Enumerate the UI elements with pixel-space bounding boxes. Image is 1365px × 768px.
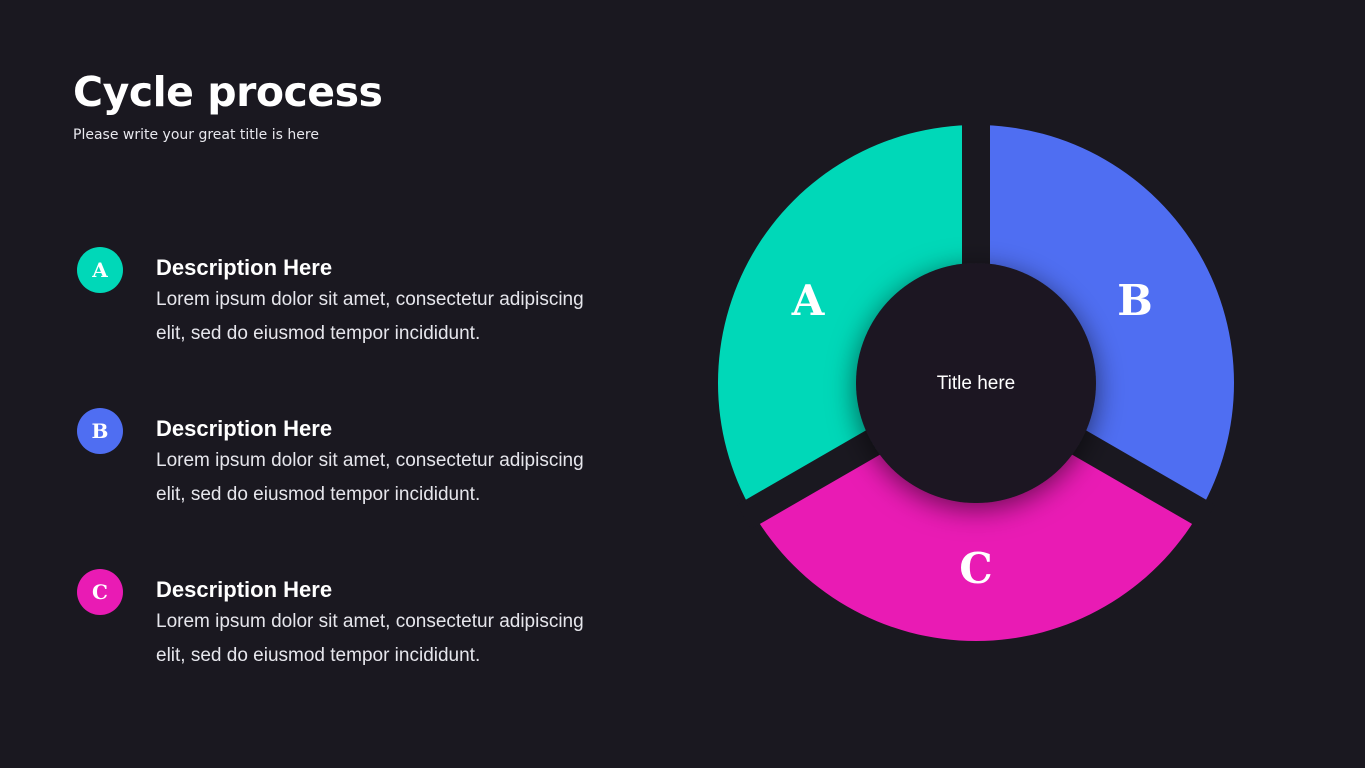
item-body: Lorem ipsum dolor sit amet, consectetur …	[156, 611, 584, 666]
badge-b: B	[77, 408, 123, 454]
segment-label-a: A	[791, 276, 826, 325]
item-heading: Description Here	[156, 255, 333, 280]
page-title: Cycle process	[73, 68, 383, 116]
page-subtitle: Please write your great title is here	[73, 127, 319, 143]
list-item-a: A Description Here Lorem ipsum dolor sit…	[77, 247, 637, 357]
segment-a	[718, 125, 976, 512]
center-circle	[856, 263, 1096, 503]
list-item-b: B Description Here Lorem ipsum dolor sit…	[77, 408, 637, 518]
center-label: Title here	[937, 373, 1016, 394]
segment-label-c: C	[959, 544, 992, 593]
list-item-c: C Description Here Lorem ipsum dolor sit…	[77, 569, 637, 679]
item-heading: Description Here	[156, 577, 333, 602]
badge-a: A	[77, 247, 123, 293]
segment-c	[752, 438, 1200, 641]
segment-b	[976, 125, 1234, 512]
item-heading: Description Here	[156, 416, 333, 441]
item-body: Lorem ipsum dolor sit amet, consectetur …	[156, 450, 584, 505]
badge-c: C	[77, 569, 123, 615]
segment-label-b: B	[1117, 276, 1153, 325]
item-body: Lorem ipsum dolor sit amet, consectetur …	[156, 289, 584, 344]
